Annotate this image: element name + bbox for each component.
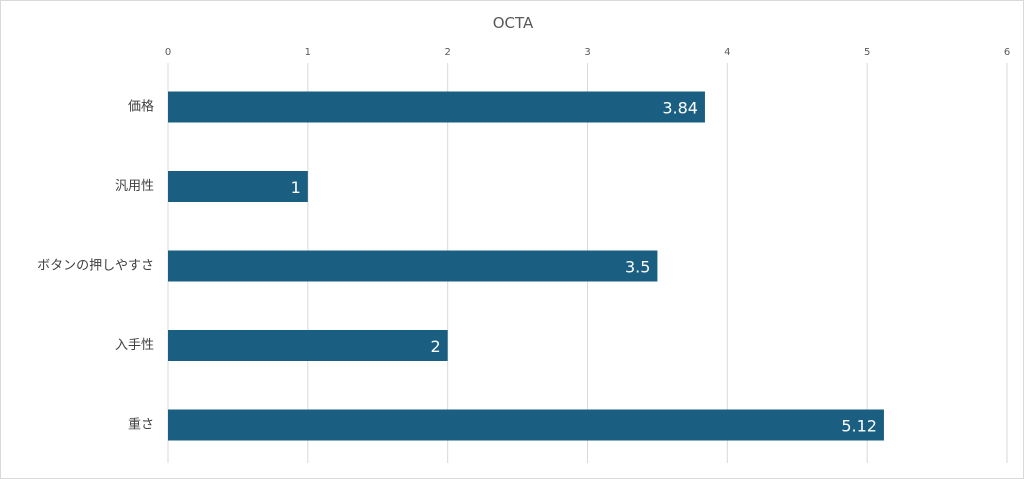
data-label: 2 [430,337,440,356]
category-label: 入手性 [115,338,154,353]
data-label: 3.5 [625,258,650,277]
x-axis-ticks: 0 1 2 3 4 5 6 [165,47,1010,58]
category-label: ボタンの押しやすさ [37,259,154,274]
x-tick-label: 6 [1004,47,1010,58]
x-tick-label: 1 [305,47,311,58]
x-tick-label: 2 [444,47,450,58]
x-tick-label: 4 [724,47,730,58]
category-label: 価格 [128,99,154,115]
data-labels: 3.84 1 3.5 2 5.12 [291,99,877,436]
x-tick-label: 5 [864,47,870,58]
data-label: 3.84 [662,99,698,118]
x-tick-label: 3 [584,47,590,58]
category-label: 汎用性 [115,179,154,194]
category-label: 重さ [128,417,154,433]
bars [168,91,884,441]
bar [168,171,308,202]
x-tick-label: 0 [165,47,171,58]
bar [168,91,705,123]
data-label: 1 [291,178,301,197]
bar [168,330,448,361]
data-label: 5.12 [841,417,877,436]
chart-title: OCTA [493,14,534,32]
bar [168,409,884,441]
bar [168,250,658,282]
